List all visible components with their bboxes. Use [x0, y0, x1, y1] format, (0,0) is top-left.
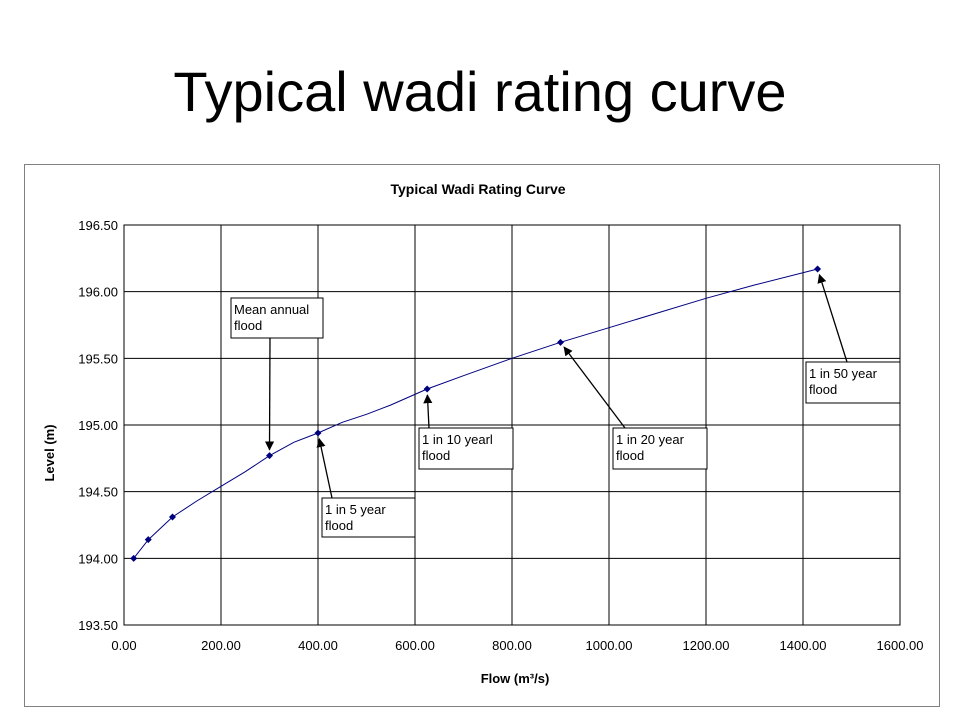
x-tick-label: 1400.00: [780, 638, 827, 653]
x-tick-labels: 0.00 200.00 400.00 600.00 800.00 1000.00 1200.…: [111, 638, 923, 653]
annotation-text: flood: [809, 382, 837, 397]
x-tick-label: 800.00: [492, 638, 532, 653]
chart-frame: Typical Wadi Rating Curve 0.00 200.00 400.…: [24, 164, 940, 707]
data-point: [423, 385, 431, 393]
y-tick-label: 195.50: [78, 351, 118, 366]
annotation-box: [230, 297, 324, 339]
y-tick-label: 196.50: [78, 218, 118, 233]
x-tick-label: 200.00: [201, 638, 241, 653]
x-tick-label: 400.00: [298, 638, 338, 653]
y-tick-label: 195.00: [78, 418, 118, 433]
annotation-text: 1 in 50 year: [809, 366, 878, 381]
annotation-arrow: [817, 273, 848, 363]
chart-grid: [123, 224, 901, 626]
annotation-text: flood: [325, 518, 353, 533]
data-markers: [130, 265, 822, 562]
annotation-arrow: [563, 346, 626, 429]
annotation-text: Mean annual: [234, 302, 309, 317]
slide-title: Typical wadi rating curve: [173, 60, 787, 123]
annotation-box: [612, 427, 708, 470]
x-tick-label: 0.00: [111, 638, 136, 653]
data-point: [130, 554, 138, 562]
data-point: [266, 452, 273, 460]
x-axis-label: Flow (m³/s): [481, 671, 550, 686]
y-tick-label: 193.50: [78, 618, 118, 633]
x-tick-label: 1000.00: [586, 638, 633, 653]
y-tick-label: 196.00: [78, 285, 118, 300]
annotation-text: 1 in 20 year: [616, 432, 685, 447]
x-tick-label: 1600.00: [877, 638, 924, 653]
annotation-text: flood: [234, 318, 262, 333]
chart-title: Typical Wadi Rating Curve: [390, 181, 565, 197]
y-tick-labels: 193.50 194.00 194.50 195.00 195.50 196.00 196.…: [78, 218, 118, 633]
y-tick-label: 194.00: [78, 551, 118, 566]
annotation-text: flood: [422, 448, 450, 463]
data-point: [557, 338, 564, 346]
annotation-arrow: [423, 394, 433, 429]
data-point: [144, 536, 152, 544]
annotation-box: [805, 361, 901, 404]
data-point: [814, 265, 822, 273]
data-point: [169, 513, 176, 521]
annotation-text: 1 in 5 year: [325, 502, 386, 517]
plot-area: [123, 224, 901, 626]
annotation-box: [418, 427, 514, 470]
data-point: [314, 429, 322, 437]
annotation-arrow: [316, 438, 333, 499]
rating-curve-line: [133, 268, 818, 559]
y-tick-label: 194.50: [78, 485, 118, 500]
x-tick-label: 600.00: [395, 638, 435, 653]
annotation-arrow: [264, 337, 275, 451]
rating-curve-chart: Typical Wadi Rating Curve 0.00 200.00 400.…: [42, 181, 924, 686]
x-tick-label: 1200.00: [683, 638, 730, 653]
annotation-text: flood: [616, 448, 644, 463]
annotation-box: [321, 497, 416, 538]
annotation-text: 1 in 10 yearl: [422, 432, 493, 447]
y-axis-label: Level (m): [42, 424, 57, 481]
